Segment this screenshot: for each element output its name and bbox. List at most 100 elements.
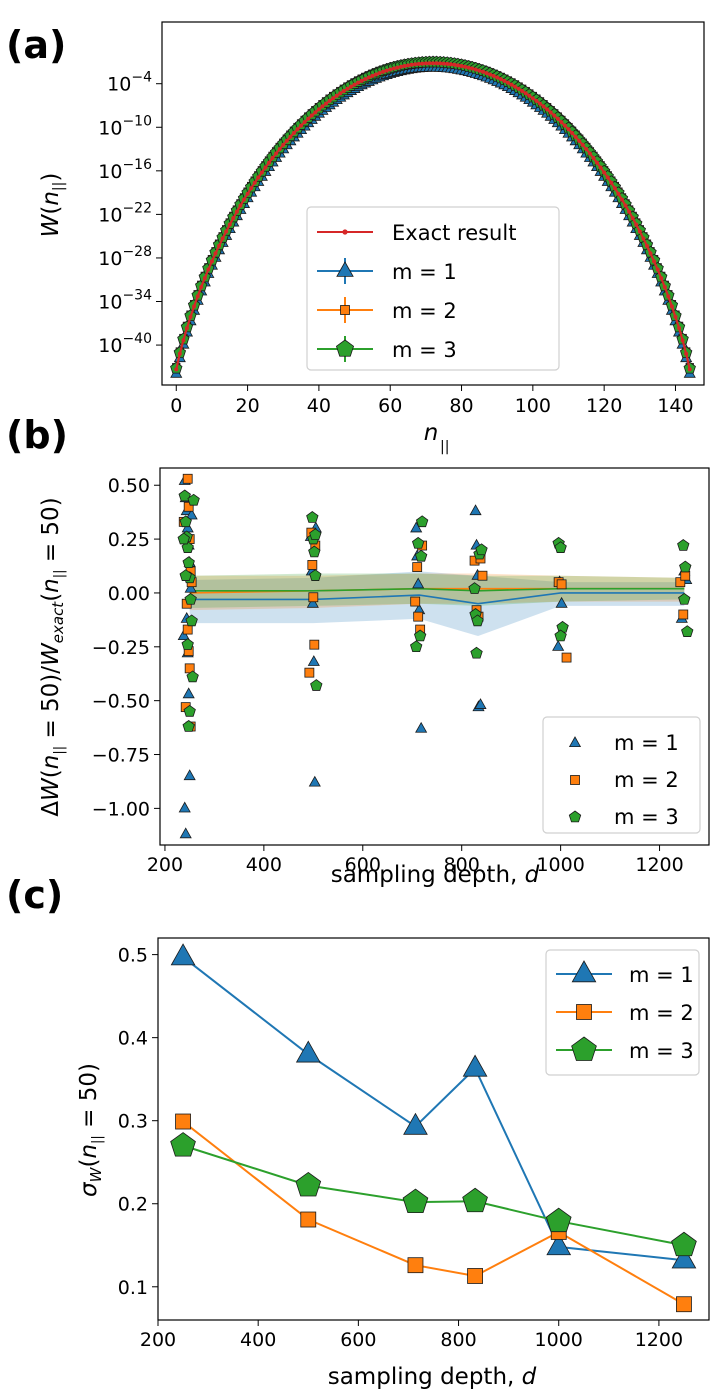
panel-a-x-tick-label: 40 bbox=[307, 395, 331, 417]
panel-c-legend-marker bbox=[576, 1004, 592, 1020]
panel-a-point bbox=[345, 86, 350, 91]
svg-text:n: n bbox=[424, 420, 439, 446]
panel-a-point bbox=[348, 84, 353, 89]
panel-a-point bbox=[627, 209, 632, 214]
panel-c-legend-marker bbox=[571, 960, 597, 983]
panel-a-point bbox=[438, 61, 443, 66]
panel-b-point bbox=[184, 581, 197, 593]
panel-b-point bbox=[185, 508, 198, 520]
panel-b-y-tick-label: 0.25 bbox=[108, 529, 150, 551]
panel-a-point bbox=[406, 63, 411, 68]
panel-b-legend-marker bbox=[570, 775, 580, 785]
panel-a-point bbox=[288, 134, 293, 139]
panel-c-series-m-=-3 bbox=[170, 1132, 697, 1257]
panel-b-point bbox=[413, 611, 424, 622]
panel-a-point bbox=[366, 75, 371, 80]
panel-c-y-tick-label: 0.1 bbox=[118, 1277, 148, 1299]
panel-b-point bbox=[182, 687, 195, 699]
panel-b-legend-marker bbox=[568, 810, 582, 823]
panel-b-x-tick-label: 1000 bbox=[536, 854, 584, 876]
panel-a-point bbox=[245, 191, 250, 196]
panel-c-point bbox=[676, 1296, 692, 1313]
panel-c-point bbox=[175, 1113, 191, 1130]
panel-a-point bbox=[413, 62, 418, 67]
panel-a-point bbox=[199, 285, 204, 290]
panel-a-legend-label: Exact result bbox=[392, 221, 516, 245]
panel-a-y-tick-label: 10−40 bbox=[98, 331, 152, 357]
panel-a-point bbox=[637, 229, 642, 234]
panel-a-legend-label: m = 1 bbox=[392, 260, 457, 284]
panel-b-legend-box bbox=[542, 716, 701, 834]
panel-a-point bbox=[249, 186, 254, 191]
panel-a-point bbox=[630, 216, 635, 221]
panel-b-point bbox=[561, 652, 572, 663]
panel-a-point bbox=[181, 338, 186, 343]
panel-a-point bbox=[209, 259, 214, 264]
panel-b-point bbox=[677, 539, 690, 551]
panel-c-point bbox=[295, 1171, 322, 1197]
panel-b-point bbox=[304, 667, 315, 678]
panel-a-point bbox=[530, 96, 535, 101]
panel-a-point bbox=[616, 191, 621, 196]
panel-a-point bbox=[441, 61, 446, 66]
panel-b-point bbox=[554, 541, 567, 553]
panel-a-point bbox=[555, 116, 560, 121]
panel-b-point bbox=[469, 504, 482, 516]
panel-b-point bbox=[178, 801, 191, 813]
panel-a-point bbox=[455, 63, 460, 68]
panel-a-x-tick-label: 0 bbox=[170, 395, 182, 417]
panel-a-point bbox=[516, 86, 521, 91]
panel-a-point bbox=[220, 236, 225, 241]
panel-a-point bbox=[484, 71, 489, 76]
panel-a-legend-box bbox=[306, 206, 560, 371]
panel-a-point bbox=[505, 80, 510, 85]
panel-a-point bbox=[684, 351, 689, 356]
panel-b-y-tick-label: −0.50 bbox=[92, 691, 150, 713]
panel-c-x-axis-label: sampling depth, d bbox=[328, 1364, 537, 1390]
panel-a-point bbox=[370, 73, 375, 78]
panel-b-y-tick-label: −0.25 bbox=[92, 637, 150, 659]
panel-a-point bbox=[466, 65, 471, 70]
panel-a-x-axis-label: n || bbox=[424, 420, 450, 455]
panel-b-point bbox=[415, 721, 428, 733]
panel-b-y-tick-label: 0.00 bbox=[108, 583, 150, 605]
panel-a-point bbox=[320, 104, 325, 109]
panel-a-point bbox=[523, 91, 528, 96]
panel-c-series-m-=-2 bbox=[175, 1113, 692, 1313]
panel-b-point bbox=[308, 545, 321, 558]
panel-c-point bbox=[295, 1040, 321, 1063]
panel-c-x-tick-label: 1200 bbox=[635, 1329, 683, 1351]
panel-c-legend-label: m = 2 bbox=[629, 1001, 694, 1025]
panel-b-point bbox=[181, 541, 194, 553]
panel-c-point bbox=[545, 1207, 572, 1233]
panel-c-point bbox=[546, 1233, 572, 1256]
panel-b-chart: 200 400 600 800 1000 1200 0.50 0.25 0.00 −0.25 −0… bbox=[38, 467, 710, 888]
panel-a-y-tick-label: 10−16 bbox=[98, 157, 152, 183]
panel-a-point bbox=[548, 110, 553, 115]
panel-a-point bbox=[192, 304, 197, 309]
panel-b-point bbox=[183, 704, 196, 717]
panel-c-legend-marker bbox=[571, 1036, 597, 1061]
panel-b-point bbox=[554, 629, 567, 642]
panel-c-legend-label: m = 3 bbox=[629, 1039, 694, 1063]
panel-a-point bbox=[213, 251, 218, 256]
panel-a-point bbox=[256, 175, 261, 180]
panel-letter-c: (c) bbox=[6, 873, 63, 917]
panel-b-point bbox=[555, 596, 568, 608]
panel-a-point bbox=[566, 127, 571, 132]
panel-b-point bbox=[556, 620, 569, 633]
panel-a-legend: Exact result m = 1 m = 2 m = 3 bbox=[306, 206, 560, 371]
panel-c-series-m-=-1 bbox=[170, 943, 697, 1269]
panel-a-point bbox=[195, 294, 200, 299]
panel-b-point bbox=[474, 698, 487, 709]
panel-a-point bbox=[680, 338, 685, 343]
panel-a-point bbox=[434, 61, 439, 66]
panel-c-point bbox=[671, 1231, 697, 1257]
panel-b-point bbox=[182, 473, 193, 484]
panel-b-point bbox=[310, 679, 323, 691]
panel-c-point bbox=[170, 1132, 196, 1157]
panel-a-y-axis-label: W(n||) bbox=[38, 173, 67, 238]
panel-a-point bbox=[584, 147, 589, 152]
panel-a-y-tick-label: 10−10 bbox=[98, 113, 152, 139]
panel-b-point bbox=[412, 577, 425, 589]
